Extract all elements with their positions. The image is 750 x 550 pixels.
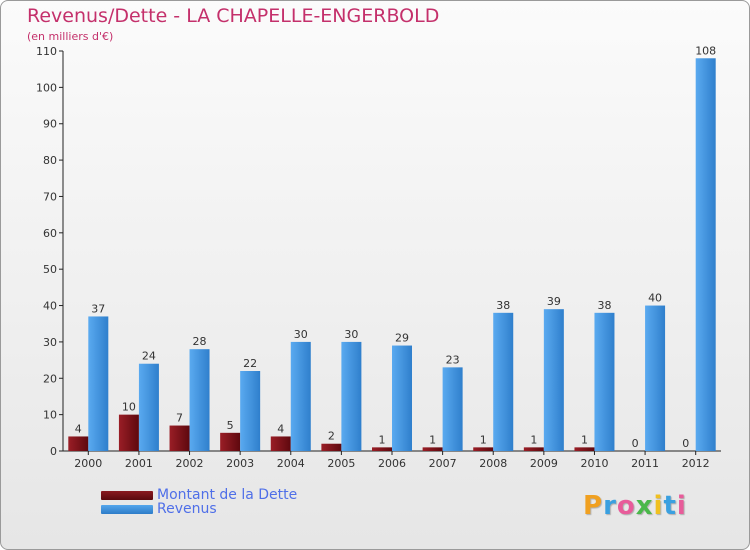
data-label-revenus: 39 — [547, 295, 561, 308]
bar-dette — [169, 425, 190, 451]
legend-item-revenus: Revenus — [101, 502, 217, 516]
data-label-dette: 7 — [176, 412, 183, 425]
bar-dette — [118, 414, 139, 451]
logo-letter: r — [603, 491, 617, 521]
bar-dette — [422, 447, 443, 451]
bar-dette — [321, 443, 342, 451]
bar-revenus — [88, 316, 109, 451]
data-label-revenus: 30 — [344, 328, 358, 341]
legend-label-revenus: Revenus — [157, 501, 217, 517]
x-tick-label: 2009 — [530, 457, 558, 470]
bar-revenus — [341, 341, 362, 451]
data-label-revenus: 30 — [294, 328, 308, 341]
x-tick-label: 2010 — [580, 457, 608, 470]
bar-revenus — [392, 345, 412, 451]
x-tick-label: 2006 — [378, 457, 406, 470]
bar-dette — [68, 436, 89, 451]
logo-letter: i — [676, 491, 687, 521]
y-tick-label: 0 — [50, 445, 57, 458]
legend-item-dette: Montant de la Dette — [101, 488, 297, 502]
x-tick-label: 2003 — [226, 457, 254, 470]
legend-swatch-revenus — [101, 504, 153, 514]
y-tick-label: 60 — [43, 227, 57, 240]
logo-letter: i — [653, 491, 664, 521]
data-label-dette: 1 — [581, 433, 588, 446]
y-tick-label: 100 — [36, 81, 57, 94]
bar-dette — [372, 447, 392, 451]
x-tick-label: 2012 — [682, 457, 710, 470]
chart-subtitle: (en milliers d'€) — [27, 30, 114, 43]
bar-revenus — [594, 312, 615, 451]
data-label-revenus: 24 — [142, 350, 156, 363]
y-tick-label: 50 — [43, 263, 57, 276]
legend-label-dette: Montant de la Dette — [157, 487, 298, 503]
x-tick-label: 2004 — [277, 457, 305, 470]
bar-dette — [473, 447, 494, 451]
y-tick-label: 80 — [43, 154, 57, 167]
x-tick-label: 2007 — [429, 457, 457, 470]
bar-dette — [523, 447, 544, 451]
logo-letter: x — [635, 491, 654, 521]
data-label-dette: 1 — [429, 433, 436, 446]
chart-title: Revenus/Dette - LA CHAPELLE-ENGERBOLD — [27, 5, 440, 27]
y-tick-label: 90 — [43, 118, 57, 131]
y-tick-label: 70 — [43, 190, 57, 203]
y-tick-label: 40 — [43, 300, 57, 313]
bar-revenus — [695, 58, 716, 451]
y-tick-label: 10 — [43, 409, 57, 422]
data-label-dette: 0 — [632, 437, 639, 450]
x-tick-label: 2002 — [176, 457, 204, 470]
data-label-revenus: 40 — [648, 292, 662, 305]
proxiti-logo: Proxiti — [583, 491, 687, 521]
data-label-dette: 10 — [122, 401, 136, 414]
data-label-dette: 4 — [75, 422, 82, 435]
logo-letter: o — [616, 491, 636, 521]
y-tick-label: 110 — [36, 45, 57, 58]
data-label-dette: 5 — [227, 419, 234, 432]
data-label-dette: 1 — [480, 433, 487, 446]
data-label-revenus: 23 — [446, 353, 460, 366]
logo-letter: P — [583, 491, 604, 521]
data-label-dette: 1 — [530, 433, 537, 446]
data-label-revenus: 29 — [395, 332, 409, 345]
data-label-dette: 4 — [277, 422, 284, 435]
bar-revenus — [138, 363, 159, 451]
x-tick-label: 2008 — [479, 457, 507, 470]
bar-revenus — [240, 371, 261, 451]
bar-revenus — [493, 312, 514, 451]
bar-dette — [220, 432, 241, 451]
bar-revenus — [442, 367, 463, 451]
data-label-revenus: 38 — [496, 299, 510, 312]
data-label-dette: 1 — [379, 433, 386, 446]
bar-dette — [270, 436, 291, 451]
data-label-revenus: 37 — [91, 302, 105, 315]
y-tick-label: 20 — [43, 372, 57, 385]
bar-dette — [574, 447, 595, 451]
bar-revenus — [645, 305, 666, 451]
bar-revenus — [543, 309, 564, 451]
data-label-revenus: 28 — [193, 335, 207, 348]
x-tick-label: 2005 — [327, 457, 355, 470]
data-label-revenus: 108 — [695, 44, 716, 57]
logo-letter: t — [663, 491, 677, 521]
legend-swatch-dette — [101, 490, 153, 500]
x-tick-label: 2011 — [631, 457, 659, 470]
x-tick-label: 2000 — [74, 457, 102, 470]
x-tick-label: 2001 — [125, 457, 153, 470]
bar-revenus — [290, 341, 311, 451]
bar-revenus — [189, 349, 210, 451]
data-label-revenus: 22 — [243, 357, 257, 370]
data-label-revenus: 38 — [597, 299, 611, 312]
data-label-dette: 0 — [682, 437, 689, 450]
data-label-dette: 2 — [328, 430, 335, 443]
y-tick-label: 30 — [43, 336, 57, 349]
